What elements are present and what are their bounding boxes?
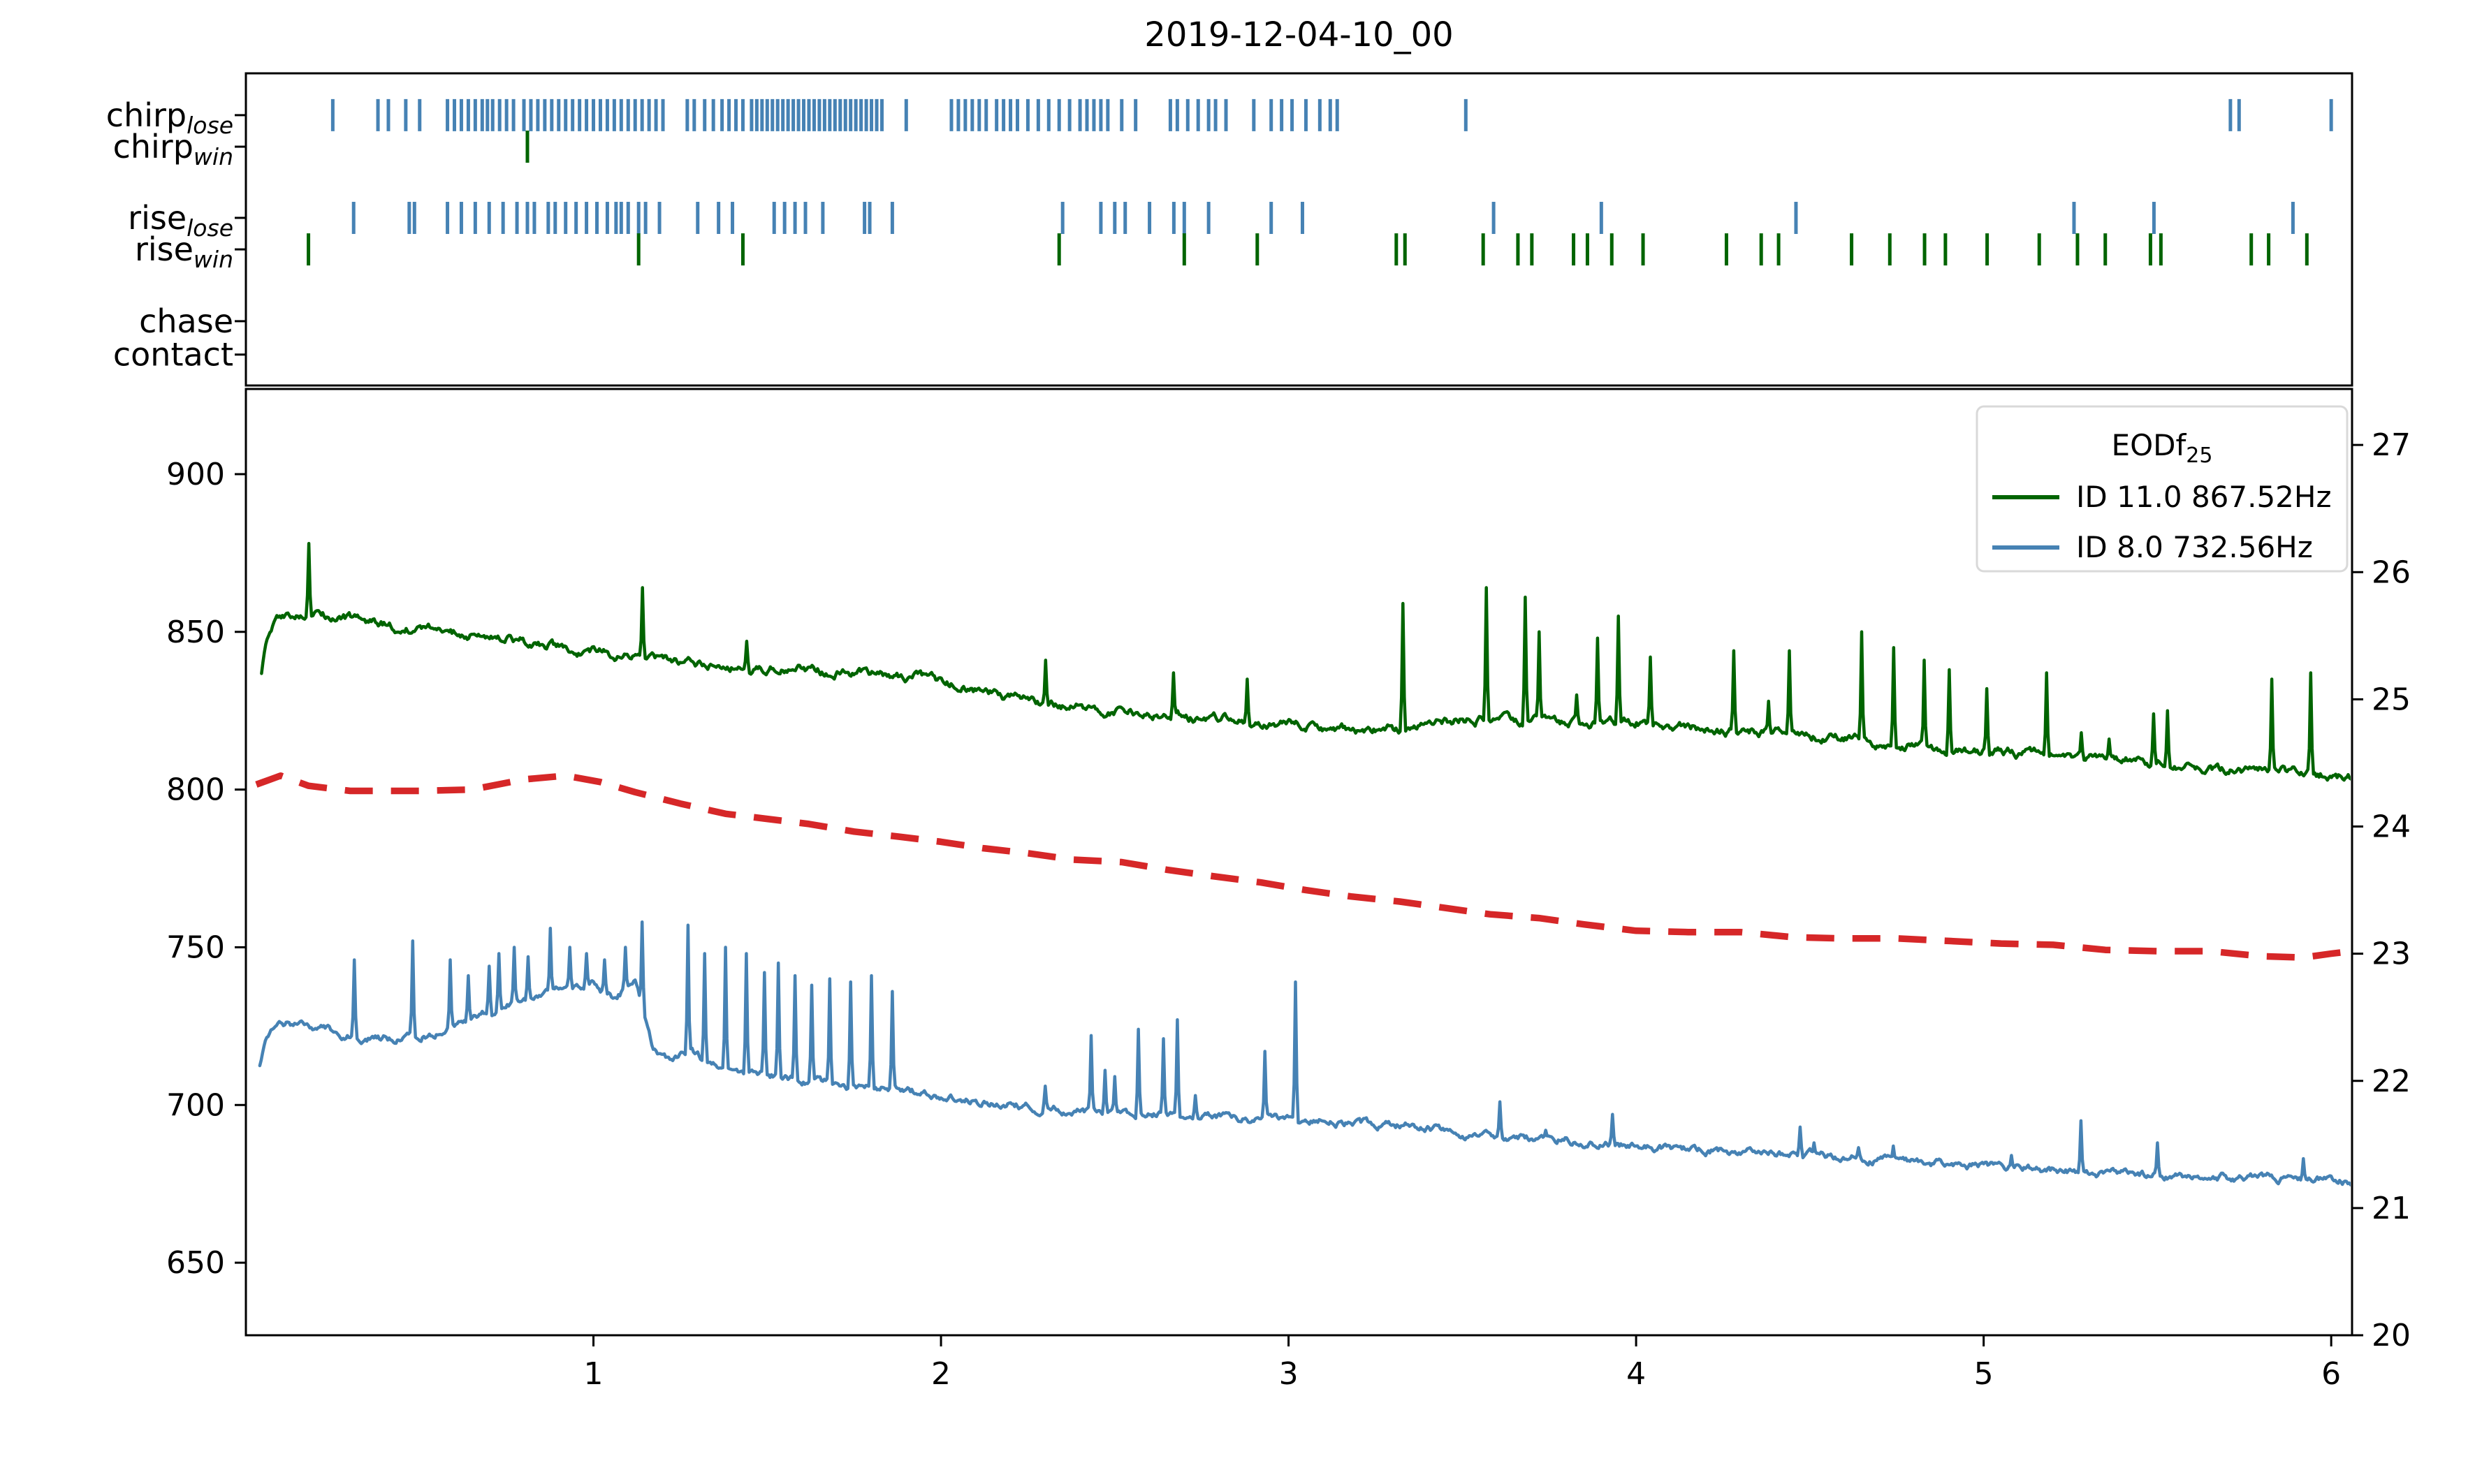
row-label: chirpwin	[113, 128, 233, 170]
row-label: riselose	[128, 199, 233, 242]
right-tick-label: 23	[2372, 936, 2411, 972]
right-tick-label: 25	[2372, 682, 2411, 717]
legend-title: EODf25	[2112, 428, 2213, 468]
event-row-rise-lose: riselose	[128, 199, 2295, 242]
legend: EODf25 ID 11.0 867.52Hz ID 8.0 732.56Hz	[1976, 405, 2349, 573]
legend-box	[1976, 405, 2349, 573]
right-tick-label: 22	[2372, 1064, 2411, 1099]
event-row-rise-win: risewin	[135, 230, 2309, 273]
row-label: chirplose	[106, 96, 233, 139]
x-tick-label: 4	[1626, 1356, 1646, 1392]
right-tick-label: 21	[2372, 1191, 2411, 1226]
left-tick-label: 700	[166, 1087, 225, 1123]
x-tick-label: 2	[931, 1356, 951, 1392]
left-tick-label: 900	[166, 457, 225, 492]
right-tick-label: 26	[2372, 554, 2411, 590]
eodf-panel-frame	[244, 388, 2353, 1337]
x-tick-label: 5	[1974, 1356, 1994, 1392]
left-tick-label: 800	[166, 772, 225, 808]
row-label: risewin	[135, 230, 233, 273]
legend-entry-label: ID 11.0 867.52Hz	[2076, 480, 2332, 514]
left-tick-label: 750	[166, 930, 225, 965]
event-row-contact: contact	[113, 336, 246, 374]
right-tick-label: 24	[2372, 809, 2411, 845]
x-tick-label: 1	[584, 1356, 604, 1392]
event-panel-frame	[244, 72, 2353, 387]
series-id-11-0-867-52hz	[260, 542, 2351, 782]
right-tick-label: 20	[2372, 1318, 2411, 1353]
left-tick-label: 650	[166, 1245, 225, 1281]
series-group	[255, 542, 2351, 1187]
x-tick-label: 3	[1279, 1356, 1299, 1392]
row-label: chase	[139, 302, 233, 340]
left-tick-label: 850	[166, 615, 225, 650]
event-row-chirp-lose: chirplose	[106, 96, 2333, 139]
legend-entry-label: ID 8.0 732.56Hz	[2076, 530, 2313, 564]
series-id-8-0-732-56hz	[258, 920, 2351, 1187]
event-row-chase: chase	[139, 302, 246, 340]
event-row-chirp-win: chirpwin	[113, 128, 530, 170]
series-temperature	[255, 772, 2351, 961]
right-tick-label: 27	[2372, 427, 2411, 463]
row-label: contact	[113, 336, 233, 374]
chart-title: 2019-12-04-10_00	[1144, 15, 1453, 54]
x-tick-label: 6	[2321, 1356, 2341, 1392]
